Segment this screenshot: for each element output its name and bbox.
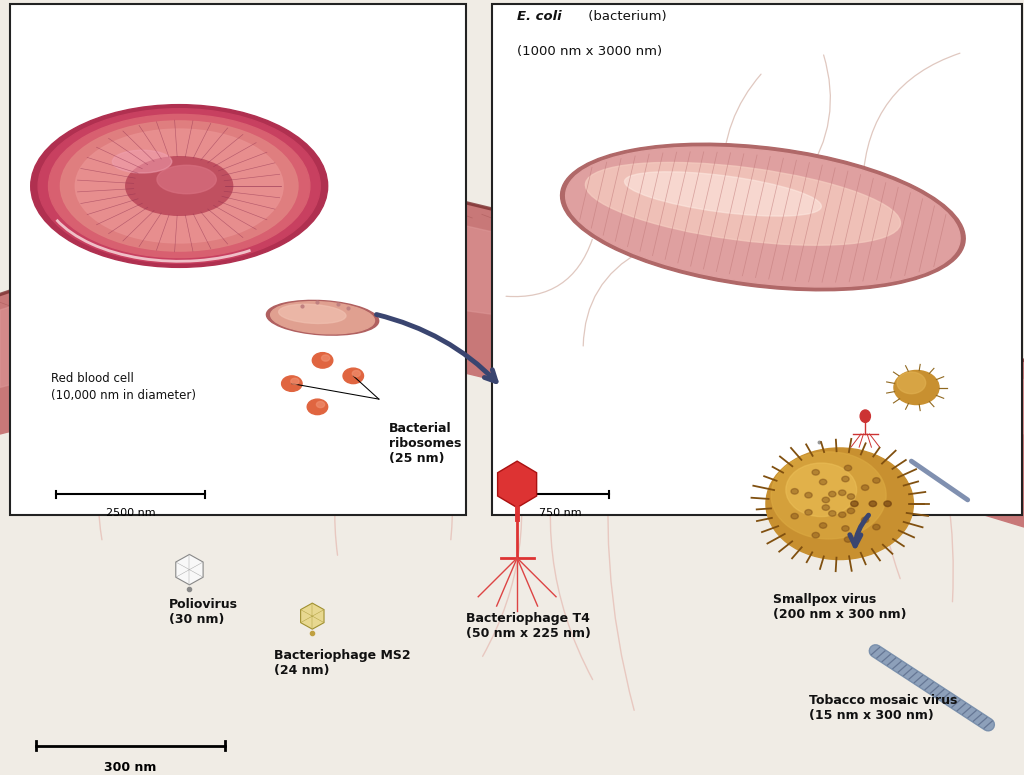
Circle shape [819,479,826,485]
Circle shape [812,532,819,538]
Ellipse shape [205,333,410,411]
Circle shape [352,370,360,377]
Circle shape [851,501,858,507]
Ellipse shape [48,115,310,257]
Circle shape [842,525,849,532]
Circle shape [894,370,939,405]
Circle shape [872,477,880,484]
Circle shape [845,465,852,471]
Circle shape [847,508,855,514]
Polygon shape [498,461,537,508]
Text: Tobacco mosaic virus
(15 nm x 300 nm): Tobacco mosaic virus (15 nm x 300 nm) [809,694,957,722]
Circle shape [839,490,846,495]
Text: 300 nm: 300 nm [104,761,157,774]
Ellipse shape [560,143,966,291]
Ellipse shape [38,109,321,264]
Circle shape [819,522,826,529]
Text: Red blood cell
(10,000 nm in diameter): Red blood cell (10,000 nm in diameter) [51,372,197,401]
Circle shape [343,368,364,384]
Ellipse shape [126,157,232,215]
Ellipse shape [565,147,961,287]
Ellipse shape [157,165,216,194]
Ellipse shape [113,150,172,173]
Circle shape [828,491,836,497]
Circle shape [766,448,913,560]
Polygon shape [176,554,203,585]
Text: Bacterial
ribosomes
(25 nm): Bacterial ribosomes (25 nm) [389,422,462,465]
Ellipse shape [60,121,298,251]
Ellipse shape [31,105,328,267]
Circle shape [785,463,857,517]
Text: Poliovirus
(30 nm): Poliovirus (30 nm) [169,598,238,626]
Text: E. coli: E. coli [517,10,562,23]
Circle shape [822,497,829,503]
Circle shape [312,353,333,368]
Circle shape [872,524,880,530]
Circle shape [828,511,836,516]
Circle shape [884,501,891,507]
Text: Bacteriophage MS2
(24 nm): Bacteriophage MS2 (24 nm) [274,649,411,677]
Circle shape [771,452,886,539]
Ellipse shape [625,172,821,216]
Circle shape [791,488,799,494]
Bar [10,4,466,515]
Circle shape [282,376,302,391]
Circle shape [791,513,799,519]
Text: Smallpox virus
(200 nm x 300 nm): Smallpox virus (200 nm x 300 nm) [773,593,906,621]
Circle shape [812,470,819,475]
Circle shape [805,509,812,515]
Polygon shape [0,202,1024,527]
Ellipse shape [270,301,375,334]
Circle shape [851,501,858,507]
Text: Bacteriophage T4
(50 nm x 225 nm): Bacteriophage T4 (50 nm x 225 nm) [466,612,591,640]
Circle shape [291,378,299,384]
Polygon shape [0,225,1024,434]
Circle shape [847,494,855,499]
Circle shape [884,501,891,507]
Circle shape [845,536,852,542]
Text: 750 nm: 750 nm [540,508,582,518]
Circle shape [897,372,926,394]
Circle shape [316,401,325,408]
Polygon shape [301,603,324,629]
Circle shape [861,485,868,491]
Ellipse shape [586,163,900,245]
Circle shape [839,512,846,518]
Ellipse shape [279,305,346,323]
Bar [492,4,1022,515]
Ellipse shape [860,410,870,422]
Circle shape [307,399,328,415]
Circle shape [861,517,868,522]
Circle shape [322,355,330,361]
Ellipse shape [76,129,283,243]
Circle shape [822,505,829,511]
Text: (1000 nm x 3000 nm): (1000 nm x 3000 nm) [517,45,663,58]
Circle shape [869,501,877,507]
Circle shape [805,492,812,498]
Circle shape [869,501,877,507]
Text: (bacterium): (bacterium) [584,10,667,23]
Circle shape [842,476,849,482]
Text: 2500 nm: 2500 nm [105,508,156,518]
Ellipse shape [266,301,379,335]
